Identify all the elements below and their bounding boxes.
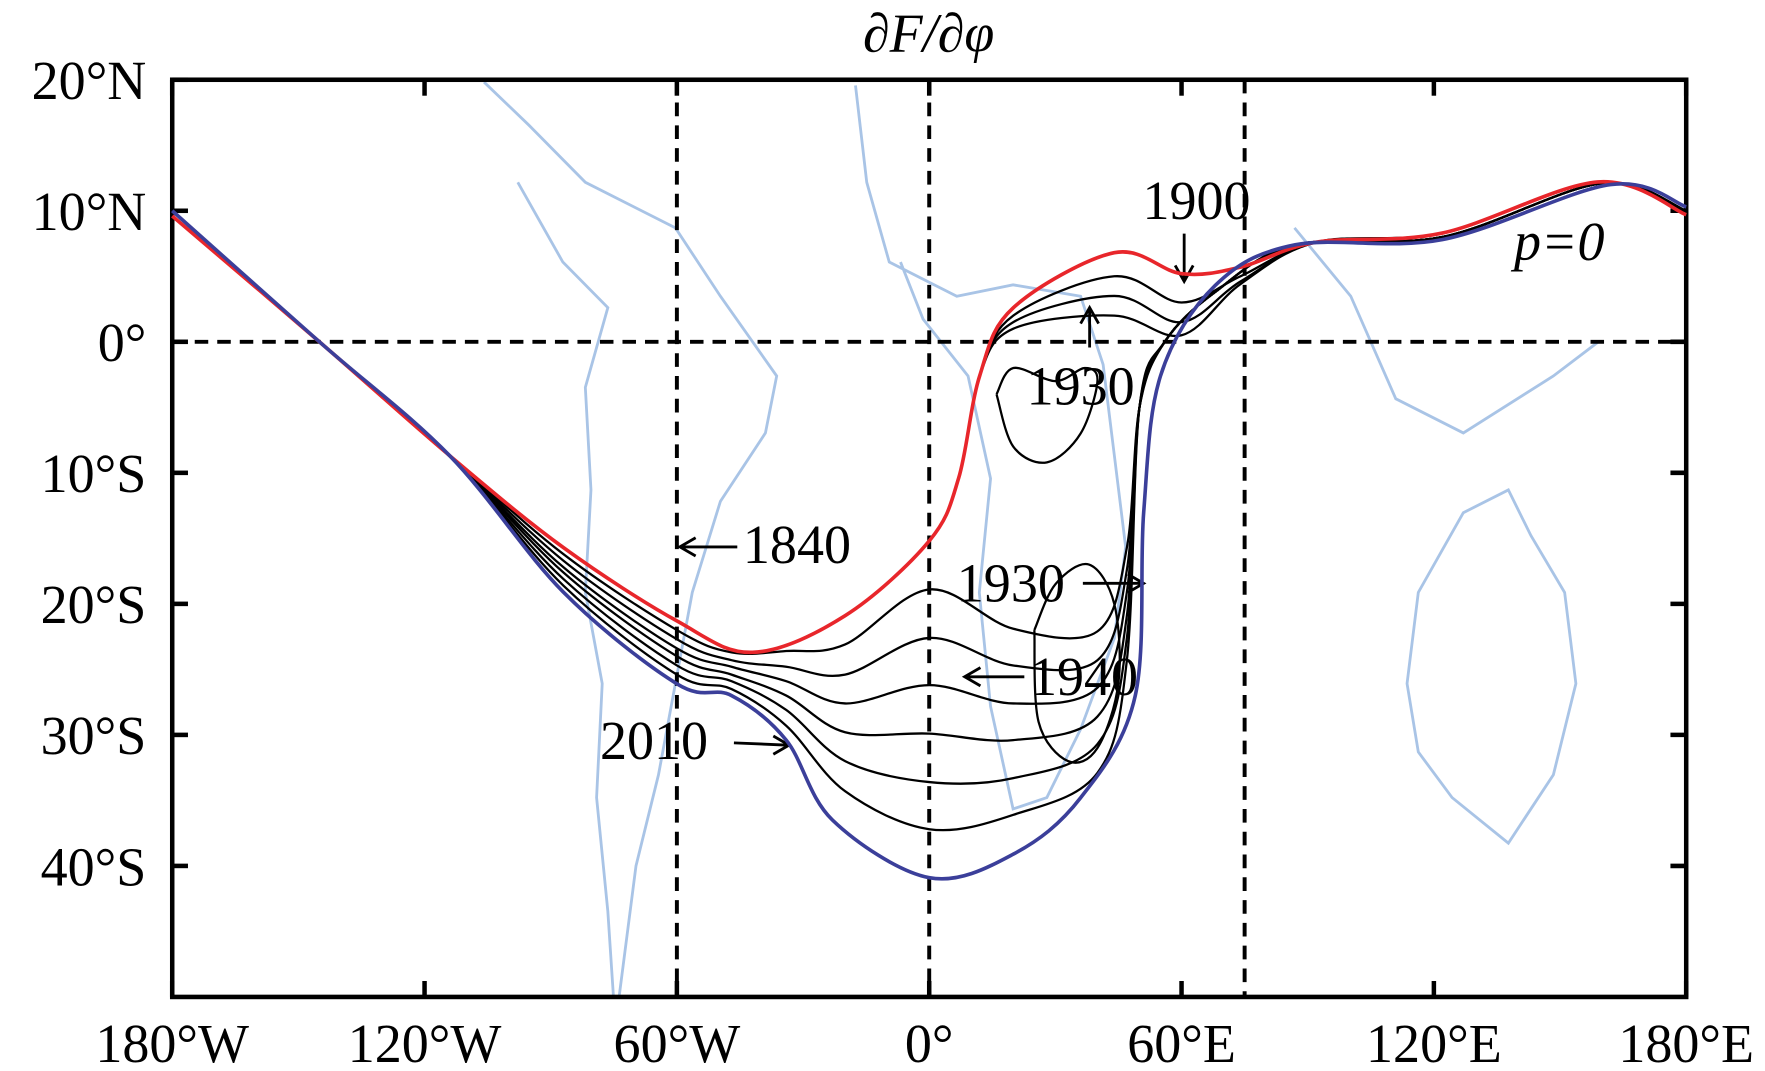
y-tick-label: 30°S	[41, 706, 147, 766]
annotation: p=0	[1510, 211, 1604, 271]
contour-line	[995, 366, 1099, 464]
y-tick-label: 20°N	[32, 51, 147, 111]
x-tick-label: 60°E	[1127, 1014, 1236, 1071]
contour-line	[171, 180, 1687, 655]
coastlines	[483, 81, 1600, 998]
annotation: 1840	[743, 515, 851, 575]
annotation: 2010	[600, 711, 708, 771]
contour-line	[1033, 562, 1121, 764]
chart-title: ∂F/∂φ	[863, 3, 994, 63]
annotation: 1900	[1143, 170, 1251, 230]
annotation: 1930	[1027, 356, 1135, 416]
x-tick-label: 60°W	[614, 1014, 741, 1071]
x-tick-label: 120°W	[348, 1014, 502, 1071]
annotation: 1930	[957, 553, 1065, 613]
y-tick-label: 40°S	[41, 837, 147, 897]
x-tick-label: 180°W	[95, 1014, 249, 1071]
contour-line	[171, 181, 1687, 705]
contour-line	[171, 181, 1687, 881]
y-tick-label: 10°S	[41, 444, 147, 504]
x-tick-label: 180°E	[1618, 1014, 1754, 1071]
y-tick-label: 20°S	[41, 575, 147, 635]
x-tick-label: 0°	[905, 1014, 954, 1071]
x-tick-label: 120°E	[1366, 1014, 1502, 1071]
y-tick-label: 10°N	[32, 182, 147, 242]
y-tick-label: 0°	[98, 313, 147, 373]
